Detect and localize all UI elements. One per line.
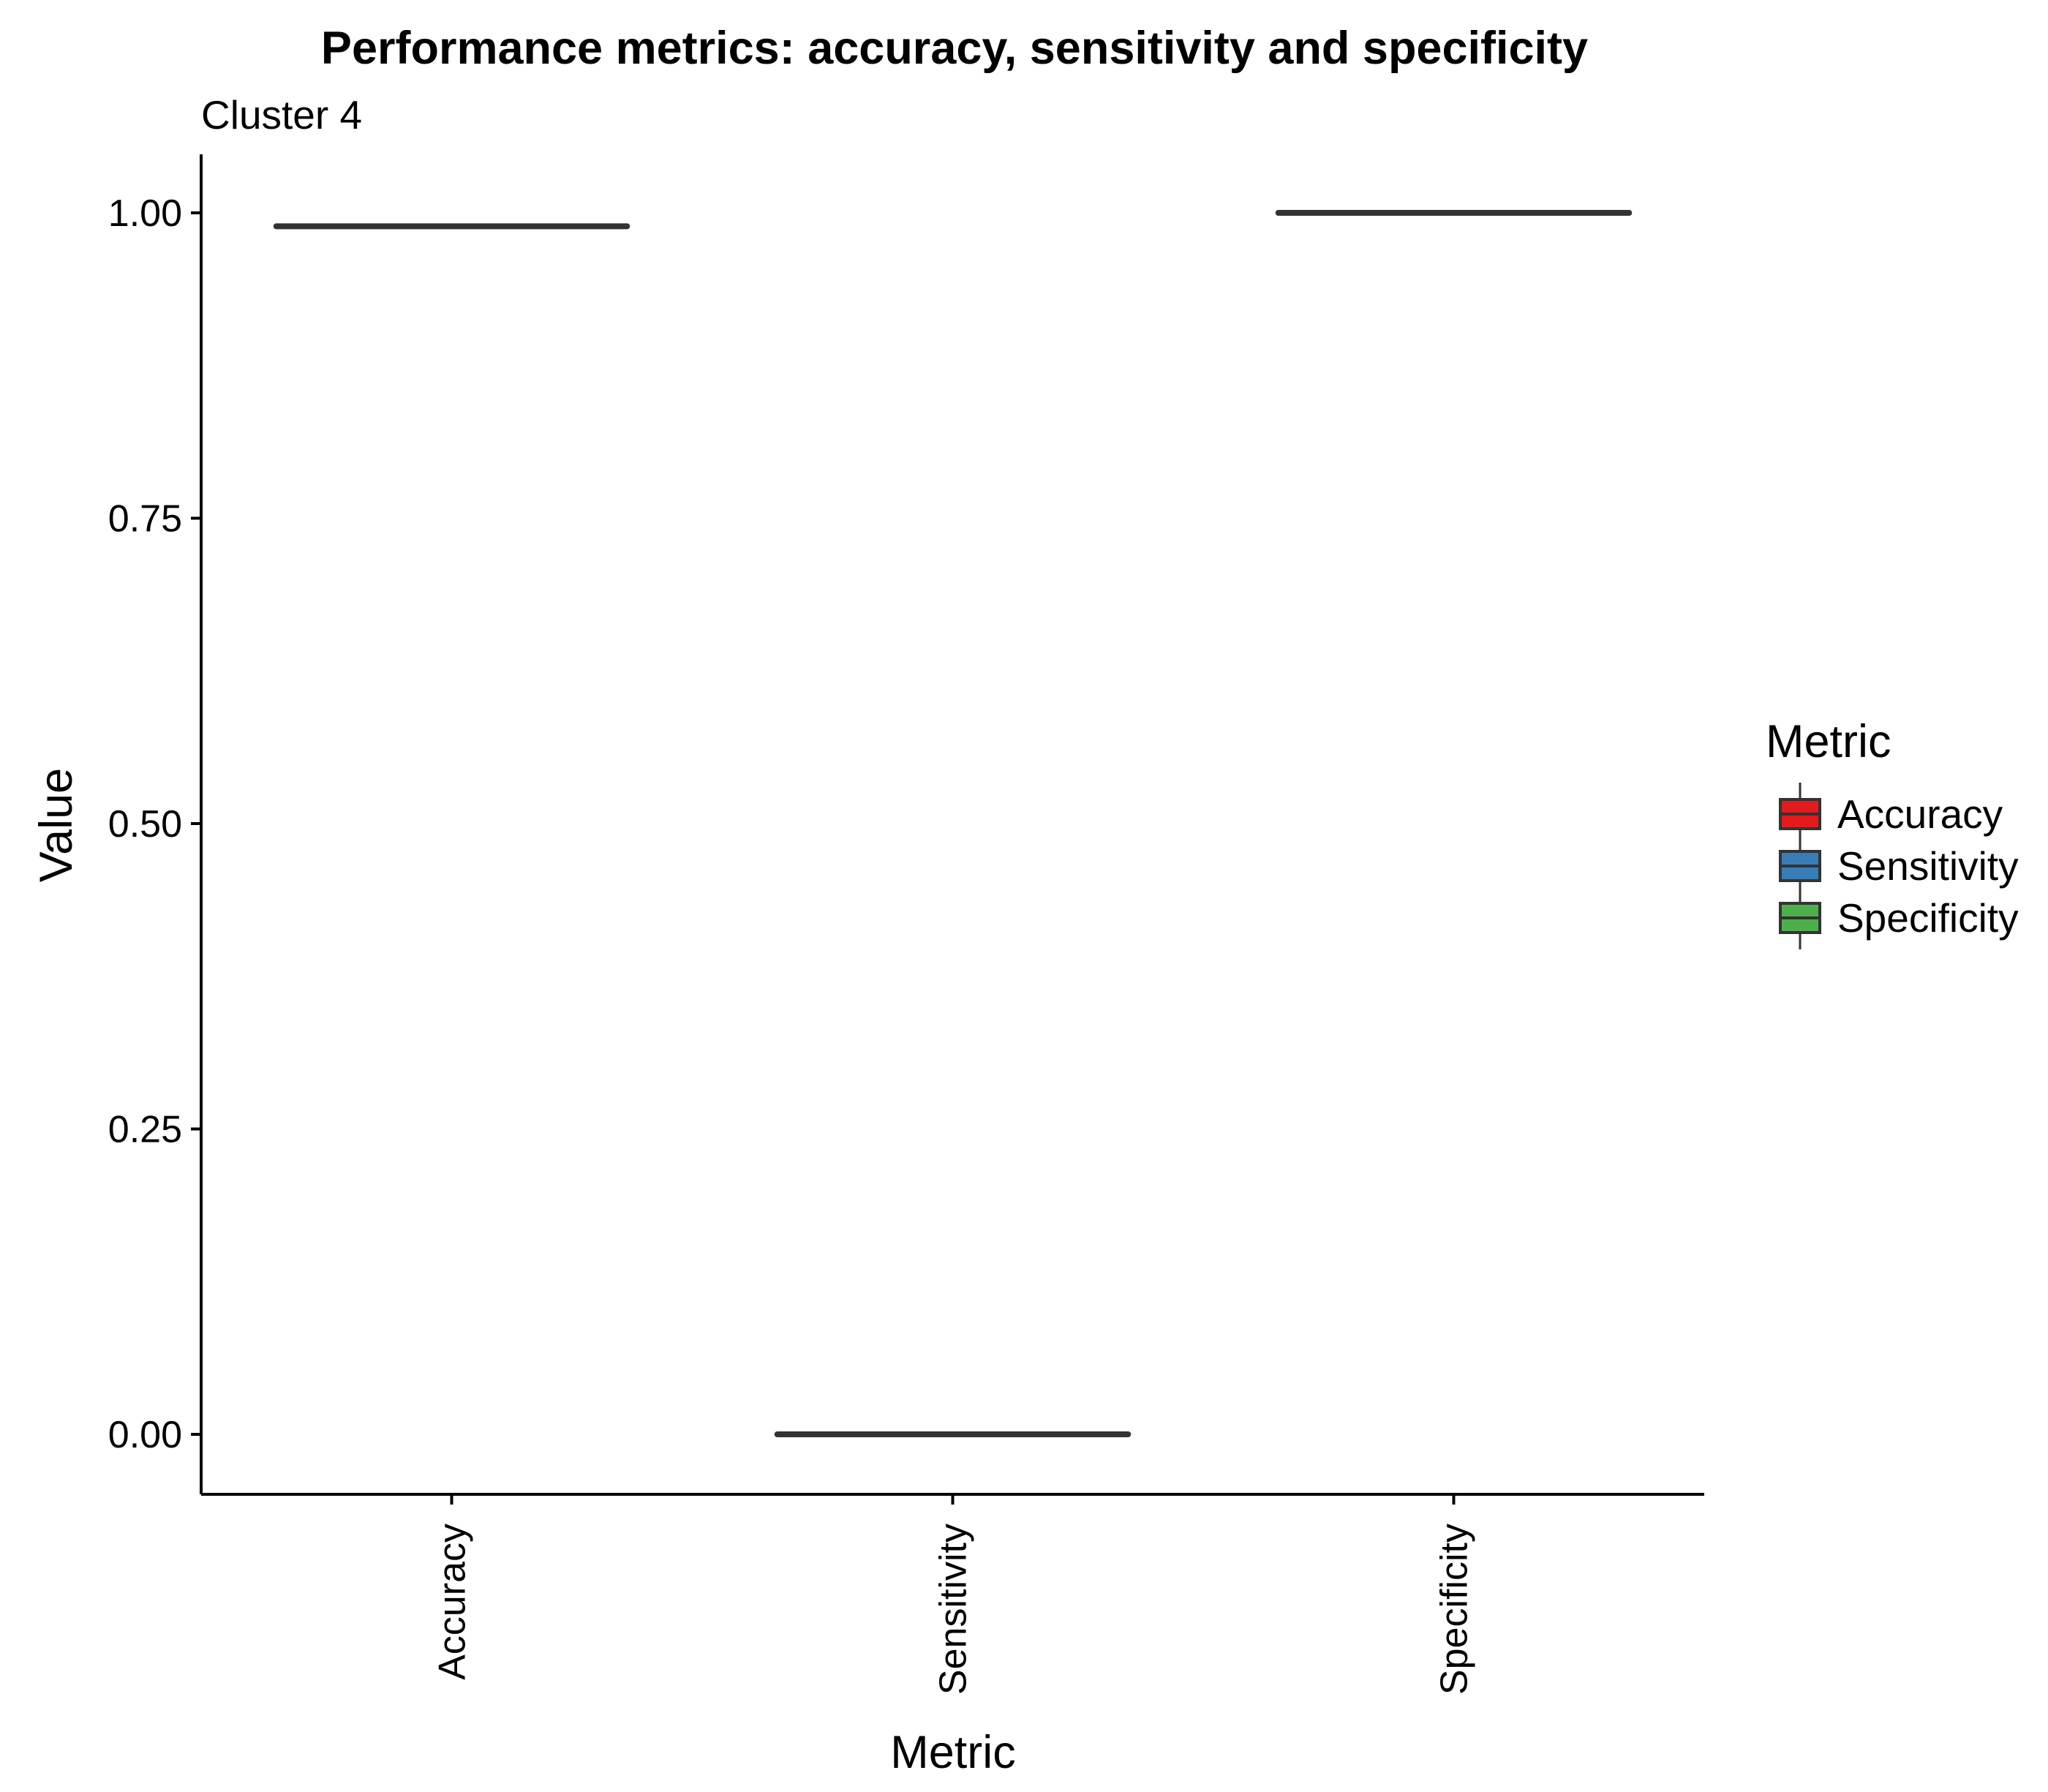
y-tick-label: 1.00 <box>108 192 182 235</box>
chart-subtitle: Cluster 4 <box>201 92 362 138</box>
legend: Metric Accuracy Sensitivity Specificity <box>1766 716 2019 949</box>
x-axis-ticks: Accuracy Sensitivity Specificity <box>432 1494 1476 1695</box>
y-tick-label: 0.00 <box>108 1414 182 1456</box>
x-axis-title: Metric <box>890 1727 1016 1778</box>
legend-label: Sensitivity <box>1837 843 2019 889</box>
y-tick-label: 0.25 <box>108 1109 182 1151</box>
x-tick-label: Specificity <box>1434 1524 1476 1695</box>
y-axis-ticks: 0.00 0.25 0.50 0.75 1.00 <box>108 192 201 1456</box>
y-axis-title: Value <box>31 768 82 882</box>
x-tick-label: Sensitivity <box>933 1524 975 1695</box>
chart-title: Performance metrics: accuracy, sensitivi… <box>321 23 1588 74</box>
legend-label: Specificity <box>1837 895 2019 941</box>
plot-area <box>273 210 1633 1437</box>
legend-title: Metric <box>1766 716 1891 767</box>
x-tick-label: Accuracy <box>432 1524 474 1680</box>
y-tick-label: 0.75 <box>108 498 182 541</box>
legend-label: Accuracy <box>1837 791 2003 837</box>
y-tick-label: 0.50 <box>108 803 182 846</box>
